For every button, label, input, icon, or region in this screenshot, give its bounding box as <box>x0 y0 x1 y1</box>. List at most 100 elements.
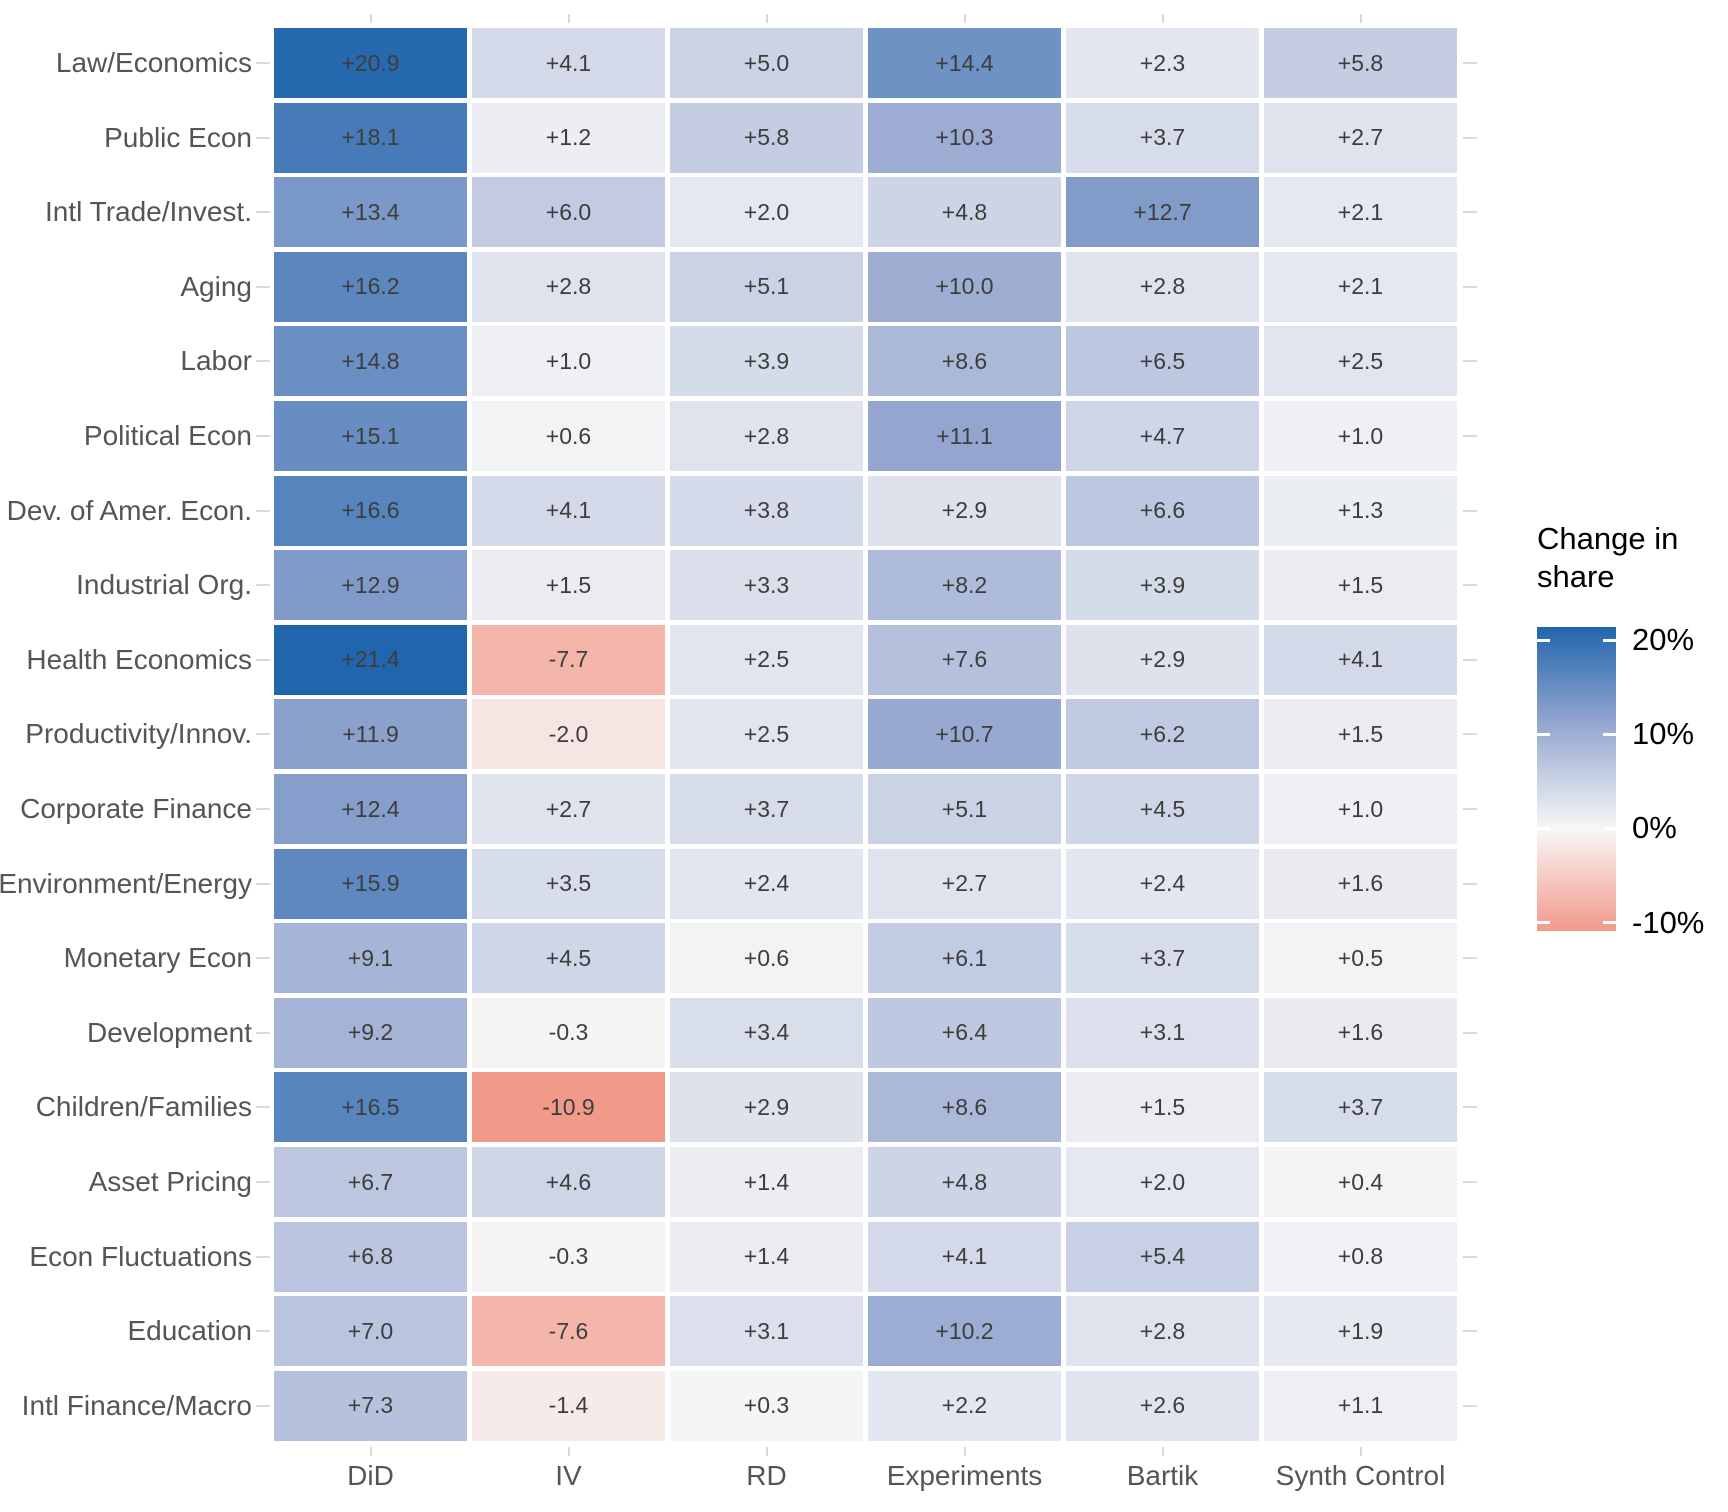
row-label: Law/Economics <box>55 47 252 78</box>
legend-tick-label: -10% <box>1632 904 1705 940</box>
legend-tick-label: 10% <box>1632 716 1695 752</box>
heatmap-cell: +12.4 <box>274 774 467 844</box>
heatmap-cell: +1.1 <box>1264 1370 1457 1441</box>
heatmap-cell: +2.4 <box>670 848 863 919</box>
heatmap-cell: +16.2 <box>274 251 467 322</box>
right-axis-tick <box>1463 957 1477 960</box>
top-axis-tick <box>1359 14 1362 23</box>
heatmap-cell: -7.7 <box>472 624 665 695</box>
heatmap-cell: +1.5 <box>1264 699 1457 770</box>
heatmap-cell: +8.6 <box>868 1072 1061 1143</box>
legend-bar-tick <box>1537 826 1550 830</box>
right-axis-tick <box>1463 1330 1477 1333</box>
row-label: Public Econ <box>104 121 252 153</box>
heatmap-cell: +2.7 <box>868 848 1061 919</box>
heatmap-cell: +0.8 <box>1264 1221 1457 1292</box>
heatmap-cell: +1.3 <box>1264 475 1457 546</box>
left-axis-tick <box>256 1106 270 1109</box>
heatmap-cell: +3.3 <box>670 550 863 621</box>
bottom-axis-tick <box>1161 1446 1164 1456</box>
right-axis-tick <box>1463 584 1477 587</box>
legend-bar-tick <box>1603 638 1616 642</box>
row-label: Health Economics <box>26 643 252 675</box>
row-label: Intl Finance/Macro <box>21 1389 252 1421</box>
heatmap-cell: +1.6 <box>1264 848 1457 919</box>
row-label: Asset Pricing <box>88 1166 252 1197</box>
heatmap-cell: +2.9 <box>1066 624 1259 695</box>
heatmap-cell: +2.0 <box>1066 1147 1259 1217</box>
heatmap-cell: +3.4 <box>670 997 863 1068</box>
right-axis-tick <box>1463 509 1477 512</box>
heatmap-cell: +2.1 <box>1264 177 1457 248</box>
heatmap-cell: +0.5 <box>1264 923 1457 994</box>
heatmap-cell: +8.2 <box>868 550 1061 621</box>
heatmap-cell: -7.6 <box>472 1296 665 1367</box>
heatmap-cell: +2.6 <box>1066 1370 1259 1441</box>
left-axis-tick <box>256 509 270 512</box>
heatmap-cell: +9.1 <box>274 923 467 994</box>
heatmap-cell: +3.7 <box>1264 1072 1457 1143</box>
heatmap-cell: +1.9 <box>1264 1296 1457 1367</box>
row-label: Environment/Energy <box>0 867 252 899</box>
row-label: Productivity/Innov. <box>25 718 252 750</box>
row-label: Dev. of Amer. Econ. <box>6 494 252 526</box>
column-label: DiD <box>347 1460 394 1491</box>
row-label: Aging <box>180 270 252 302</box>
top-axis-tick <box>1161 14 1164 23</box>
heatmap-cell: -10.9 <box>472 1072 665 1143</box>
heatmap-cell: +10.3 <box>868 102 1061 173</box>
heatmap-cell: +16.6 <box>274 475 467 546</box>
heatmap-cell: +6.6 <box>1066 475 1259 546</box>
heatmap-cell: +4.5 <box>1066 774 1259 844</box>
right-axis-tick <box>1463 1255 1477 1258</box>
heatmap-cell: +6.8 <box>274 1221 467 1292</box>
row-label: Monetary Econ <box>63 942 252 974</box>
heatmap-cell: +2.4 <box>1066 848 1259 919</box>
heatmap-cell: +6.0 <box>472 177 665 248</box>
heatmap-cell: +4.1 <box>1264 624 1457 695</box>
bottom-axis-tick <box>1359 1446 1362 1456</box>
heatmap-cell: +6.4 <box>868 997 1061 1068</box>
heatmap-cell: +2.8 <box>1066 1296 1259 1367</box>
left-axis-tick <box>256 584 270 587</box>
heatmap-cell: +4.1 <box>868 1221 1061 1292</box>
column-label: IV <box>555 1460 582 1491</box>
heatmap-cell: +0.3 <box>670 1370 863 1441</box>
column-label: RD <box>746 1460 787 1491</box>
heatmap-cell: +15.1 <box>274 401 467 471</box>
top-axis-tick <box>369 14 372 23</box>
row-label: Development <box>87 1016 252 1048</box>
heatmap-cell: +10.7 <box>868 699 1061 770</box>
heatmap-cell: +1.4 <box>670 1147 863 1217</box>
left-axis-tick <box>256 658 270 661</box>
heatmap-cell: +2.7 <box>472 774 665 844</box>
heatmap-cell: +10.2 <box>868 1296 1061 1367</box>
left-axis-tick <box>256 435 270 437</box>
heatmap-cell: +7.0 <box>274 1296 467 1367</box>
left-axis-tick <box>256 808 270 810</box>
bottom-axis-tick <box>567 1446 570 1456</box>
right-axis-tick <box>1463 136 1477 139</box>
column-label: Synth Control <box>1275 1460 1446 1491</box>
right-axis-tick <box>1463 882 1477 885</box>
heatmap-cell: +2.8 <box>472 251 665 322</box>
heatmap-cell: +12.7 <box>1066 177 1259 248</box>
heatmap-cell: +3.5 <box>472 848 665 919</box>
heatmap-cell: -1.4 <box>472 1370 665 1441</box>
heatmap-cell: +2.9 <box>868 475 1061 546</box>
right-axis-tick <box>1463 1181 1477 1183</box>
right-axis-tick <box>1463 1106 1477 1109</box>
heatmap-cell: +1.0 <box>1264 774 1457 844</box>
heatmap-cell: +7.3 <box>274 1370 467 1441</box>
heatmap-cell: +6.7 <box>274 1147 467 1217</box>
heatmap-cell: +1.2 <box>472 102 665 173</box>
heatmap-cell: +5.4 <box>1066 1221 1259 1292</box>
bottom-axis-tick <box>963 1446 966 1456</box>
heatmap-cell: +9.2 <box>274 997 467 1068</box>
heatmap-cell: +3.9 <box>1066 550 1259 621</box>
heatmap-cell: +5.0 <box>670 28 863 98</box>
right-axis-tick <box>1463 62 1477 64</box>
bottom-axis-tick <box>369 1446 372 1456</box>
heatmap-cell: +5.8 <box>1264 28 1457 98</box>
heatmap-cell: +4.5 <box>472 923 665 994</box>
